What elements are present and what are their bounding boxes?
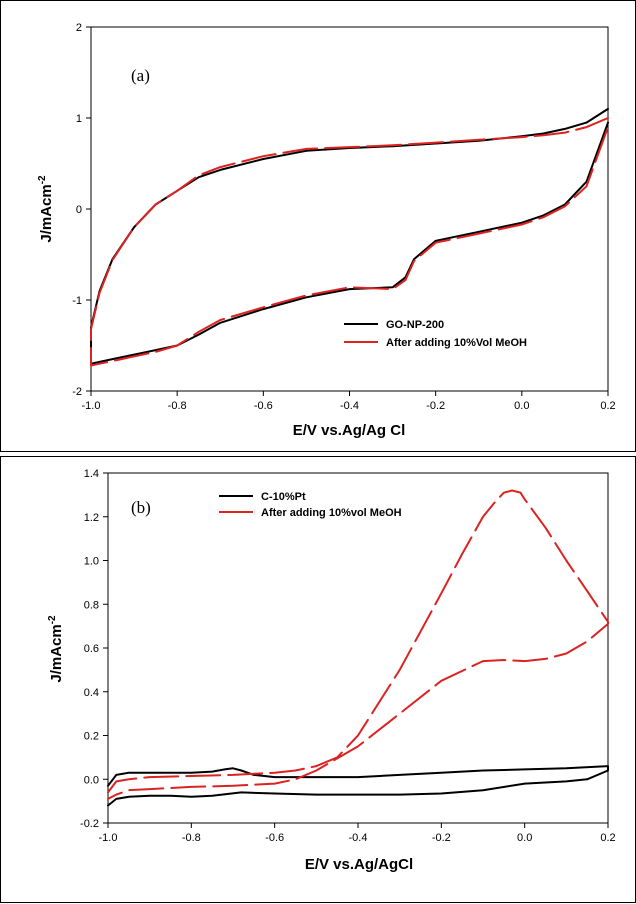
x-tick-label-a-3: -0.4 (340, 400, 359, 412)
chart-b-ylabel-group: J/mAcm-2 (47, 615, 65, 683)
chart-b-svg: -1.0 -0.8 -0.6 -0.4 -0.2 0.0 0.2 -0.2 0.0 0.2 0.4 0… (47, 468, 616, 873)
chart-a-ylabel-main: J/mAcm (38, 184, 55, 242)
y-tick-label-a-1: -1 (72, 295, 82, 307)
chart-a-ticks: -1.0 -0.8 -0.6 -0.4 -0.2 0.0 0.2 -2 -1 0 1 2 (72, 22, 615, 412)
chart-panel-b: -1.0 -0.8 -0.6 -0.4 -0.2 0.0 0.2 -0.2 0.0 0.2 0.4 0… (0, 456, 636, 903)
chart-a-legend: GO-NP-200 After adding 10%Vol MeOH (344, 319, 527, 349)
chart-b-legend: C-10%Pt After adding 10%vol MeOH (219, 491, 402, 519)
y-tick-label-b-6: 1.0 (84, 556, 99, 568)
series-b-1-line (107, 489, 609, 800)
panel-b-label: (b) (131, 498, 151, 517)
x-tick-label-b-3: -0.4 (349, 832, 368, 844)
chart-b-ylabel-sup: -2 (47, 615, 58, 624)
y-tick-label-a-0: -2 (72, 386, 82, 398)
x-tick-label-a-0: -1.0 (82, 400, 101, 412)
chart-panel-a: -1.0 -0.8 -0.6 -0.4 -0.2 0.0 0.2 -2 -1 0 1 2 (a) E/… (0, 0, 636, 452)
legend-a-label-0: GO-NP-200 (386, 319, 444, 331)
plot-b-area (107, 472, 609, 824)
x-tick-label-a-6: 0.2 (600, 400, 615, 412)
y-tick-label-b-4: 0.6 (84, 643, 99, 655)
panel-a-label: (a) (131, 66, 150, 85)
plot-a-frame (90, 26, 609, 392)
y-tick-label-a-3: 1 (76, 113, 82, 125)
chart-a-series (90, 107, 609, 367)
series-b-0-line (107, 765, 609, 807)
y-tick-label-a-4: 2 (76, 22, 82, 34)
y-tick-label-b-5: 0.8 (84, 599, 99, 611)
y-tick-label-b-7: 1.2 (84, 512, 99, 524)
legend-b-label-0: C-10%Pt (261, 491, 306, 503)
series-a-1-line (90, 117, 609, 367)
x-tick-label-b-0: -1.0 (99, 832, 118, 844)
legend-a-label-1: After adding 10%Vol MeOH (386, 337, 527, 349)
chart-b-ticks: -1.0 -0.8 -0.6 -0.4 -0.2 0.0 0.2 -0.2 0.0 0.2 0.4 0… (80, 468, 616, 844)
x-tick-label-a-5: 0.0 (514, 400, 529, 412)
y-tick-label-b-3: 0.4 (84, 687, 99, 699)
chart-b-ylabel-main: J/mAcm (48, 624, 65, 682)
plot-a-area (90, 26, 609, 392)
y-tick-label-b-8: 1.4 (84, 468, 99, 480)
x-tick-label-b-6: 0.2 (600, 832, 615, 844)
plot-b-frame (107, 472, 609, 824)
y-tick-label-b-1: 0.0 (84, 774, 99, 786)
legend-b-label-1: After adding 10%vol MeOH (261, 507, 402, 519)
x-tick-label-b-2: -0.6 (265, 832, 284, 844)
y-tick-label-a-2: 0 (76, 204, 82, 216)
x-tick-label-b-1: -0.8 (182, 832, 201, 844)
y-tick-label-b-0: -0.2 (80, 818, 99, 830)
chart-a-xlabel: E/V vs.Ag/Ag Cl (293, 422, 406, 439)
chart-a-ylabel: J/mAcm-2 (37, 175, 55, 243)
chart-b-series (107, 489, 609, 807)
chart-b-xlabel: E/V vs.Ag/AgCl (305, 856, 413, 873)
chart-a-ylabel-sup: -2 (37, 175, 48, 184)
x-tick-label-a-2: -0.6 (254, 400, 273, 412)
x-tick-label-a-4: -0.2 (426, 400, 445, 412)
chart-a-svg: -1.0 -0.8 -0.6 -0.4 -0.2 0.0 0.2 -2 -1 0 1 2 (a) E/… (37, 22, 616, 439)
chart-a-ylabel-group: J/mAcm-2 (37, 175, 55, 243)
chart-b-ylabel: J/mAcm-2 (47, 615, 65, 683)
x-tick-label-b-4: -0.2 (432, 832, 451, 844)
x-tick-label-a-1: -0.8 (168, 400, 187, 412)
x-tick-label-b-5: 0.0 (517, 832, 532, 844)
y-tick-label-b-2: 0.2 (84, 731, 99, 743)
